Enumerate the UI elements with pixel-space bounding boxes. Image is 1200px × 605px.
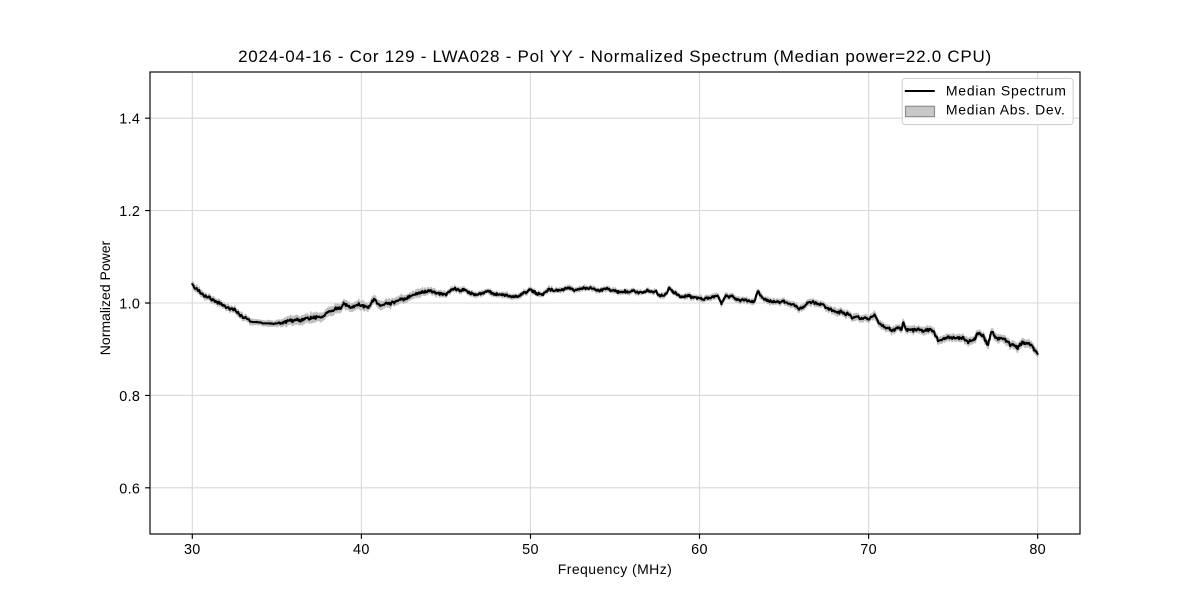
svg-text:0.8: 0.8 [119,389,140,405]
svg-text:1.0: 1.0 [119,297,140,313]
svg-text:30: 30 [184,542,201,558]
svg-text:Median Abs. Dev.: Median Abs. Dev. [946,102,1066,118]
svg-text:Median Spectrum: Median Spectrum [946,82,1067,98]
svg-text:40: 40 [353,542,370,558]
svg-text:60: 60 [691,542,708,558]
svg-text:80: 80 [1029,542,1046,558]
svg-text:2024-04-16 - Cor 129 - LWA028: 2024-04-16 - Cor 129 - LWA028 - Pol YY -… [238,47,992,66]
svg-text:0.6: 0.6 [119,481,140,497]
svg-text:70: 70 [860,542,877,558]
svg-text:1.4: 1.4 [119,112,140,128]
svg-text:Frequency (MHz): Frequency (MHz) [558,561,672,577]
svg-text:1.2: 1.2 [119,204,140,220]
svg-text:50: 50 [522,542,539,558]
svg-text:Normalized Power: Normalized Power [97,240,113,355]
